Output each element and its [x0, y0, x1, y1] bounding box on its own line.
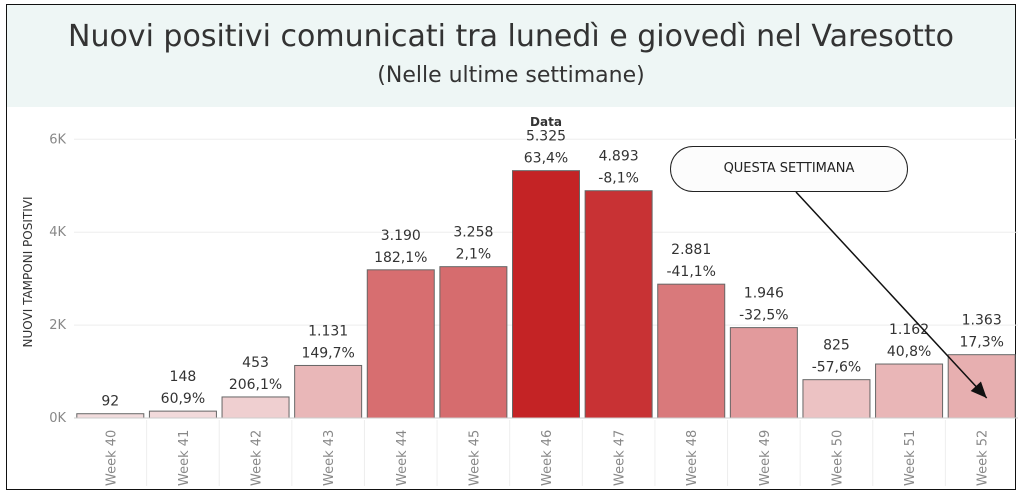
y-tick-label: 6K	[49, 132, 66, 147]
bar-value-label: 3.258	[453, 225, 493, 241]
bar-value-label: 3.190	[381, 228, 421, 244]
bar-value-label: 1.946	[744, 286, 784, 302]
bar-pct-label: 182,1%	[374, 250, 427, 266]
bar	[584, 190, 653, 419]
bar-pct-label: 40,8%	[887, 344, 931, 360]
bar-value-label: 92	[101, 394, 119, 410]
x-tick-label: Week 43	[322, 430, 337, 486]
bar-pct-label: 17,3%	[959, 335, 1003, 351]
bar-value-label: 5.325	[526, 129, 566, 145]
bar-value-label: 453	[242, 355, 269, 371]
bar-value-label: 4.893	[599, 149, 639, 165]
x-tick-label: Week 40	[104, 430, 119, 486]
bar	[221, 396, 290, 419]
bar-pct-label: 149,7%	[301, 345, 354, 361]
chart-header: Nuovi positivi comunicati tra lunedì e g…	[7, 5, 1015, 107]
bar-value-label: 825	[823, 338, 850, 354]
x-tick-label: Week 46	[540, 430, 555, 486]
x-axis-title: Data	[530, 115, 562, 129]
x-tick-label: Week 50	[830, 430, 845, 486]
chart-title: Nuovi positivi comunicati tra lunedì e g…	[68, 19, 954, 54]
x-tick-label: Week 48	[685, 430, 700, 486]
this-week-callout: QUESTA SETTIMANA	[670, 146, 908, 192]
bar	[802, 379, 871, 419]
bar	[294, 364, 363, 419]
bar-value-label: 2.881	[671, 242, 711, 258]
chart-subtitle: (Nelle ultime settimane)	[377, 63, 645, 88]
bar-pct-label: 63,4%	[524, 151, 568, 167]
bar-pct-label: -32,5%	[739, 308, 789, 324]
x-tick-label: Week 45	[467, 430, 482, 486]
bar	[729, 327, 798, 419]
callout-arrowhead-icon	[970, 381, 987, 398]
bar	[657, 283, 726, 419]
bar	[875, 363, 944, 419]
x-tick-label: Week 47	[613, 430, 628, 486]
bar-pct-label: 206,1%	[229, 377, 282, 393]
bar	[76, 413, 145, 419]
bar-pct-label: -57,6%	[812, 360, 862, 376]
bar-pct-label: -41,1%	[666, 264, 716, 280]
bar-value-label: 1.131	[308, 323, 348, 339]
bar	[366, 269, 435, 419]
bar	[439, 266, 508, 419]
x-tick-label: Week 41	[177, 430, 192, 486]
bar-pct-label: 2,1%	[456, 247, 492, 263]
y-tick-label: 4K	[49, 225, 66, 240]
x-tick-label: Week 52	[976, 430, 991, 486]
bar-value-label: 1.363	[962, 313, 1002, 329]
bar	[512, 170, 580, 419]
y-axis-title: NUOVI TAMPONI POSITIVI	[21, 197, 35, 348]
x-tick-label: Week 44	[395, 430, 410, 486]
x-tick-label: Week 49	[758, 430, 773, 486]
x-tick-label: Week 51	[903, 430, 918, 486]
y-tick-label: 0K	[49, 411, 66, 426]
bar	[148, 410, 217, 419]
bar-pct-label: -8,1%	[598, 171, 639, 187]
callout-arrow-line	[795, 191, 988, 399]
bar-pct-label: 60,9%	[161, 391, 205, 407]
bar-value-label: 148	[170, 369, 197, 385]
y-tick-label: 2K	[49, 318, 66, 333]
x-tick-label: Week 42	[250, 430, 265, 486]
